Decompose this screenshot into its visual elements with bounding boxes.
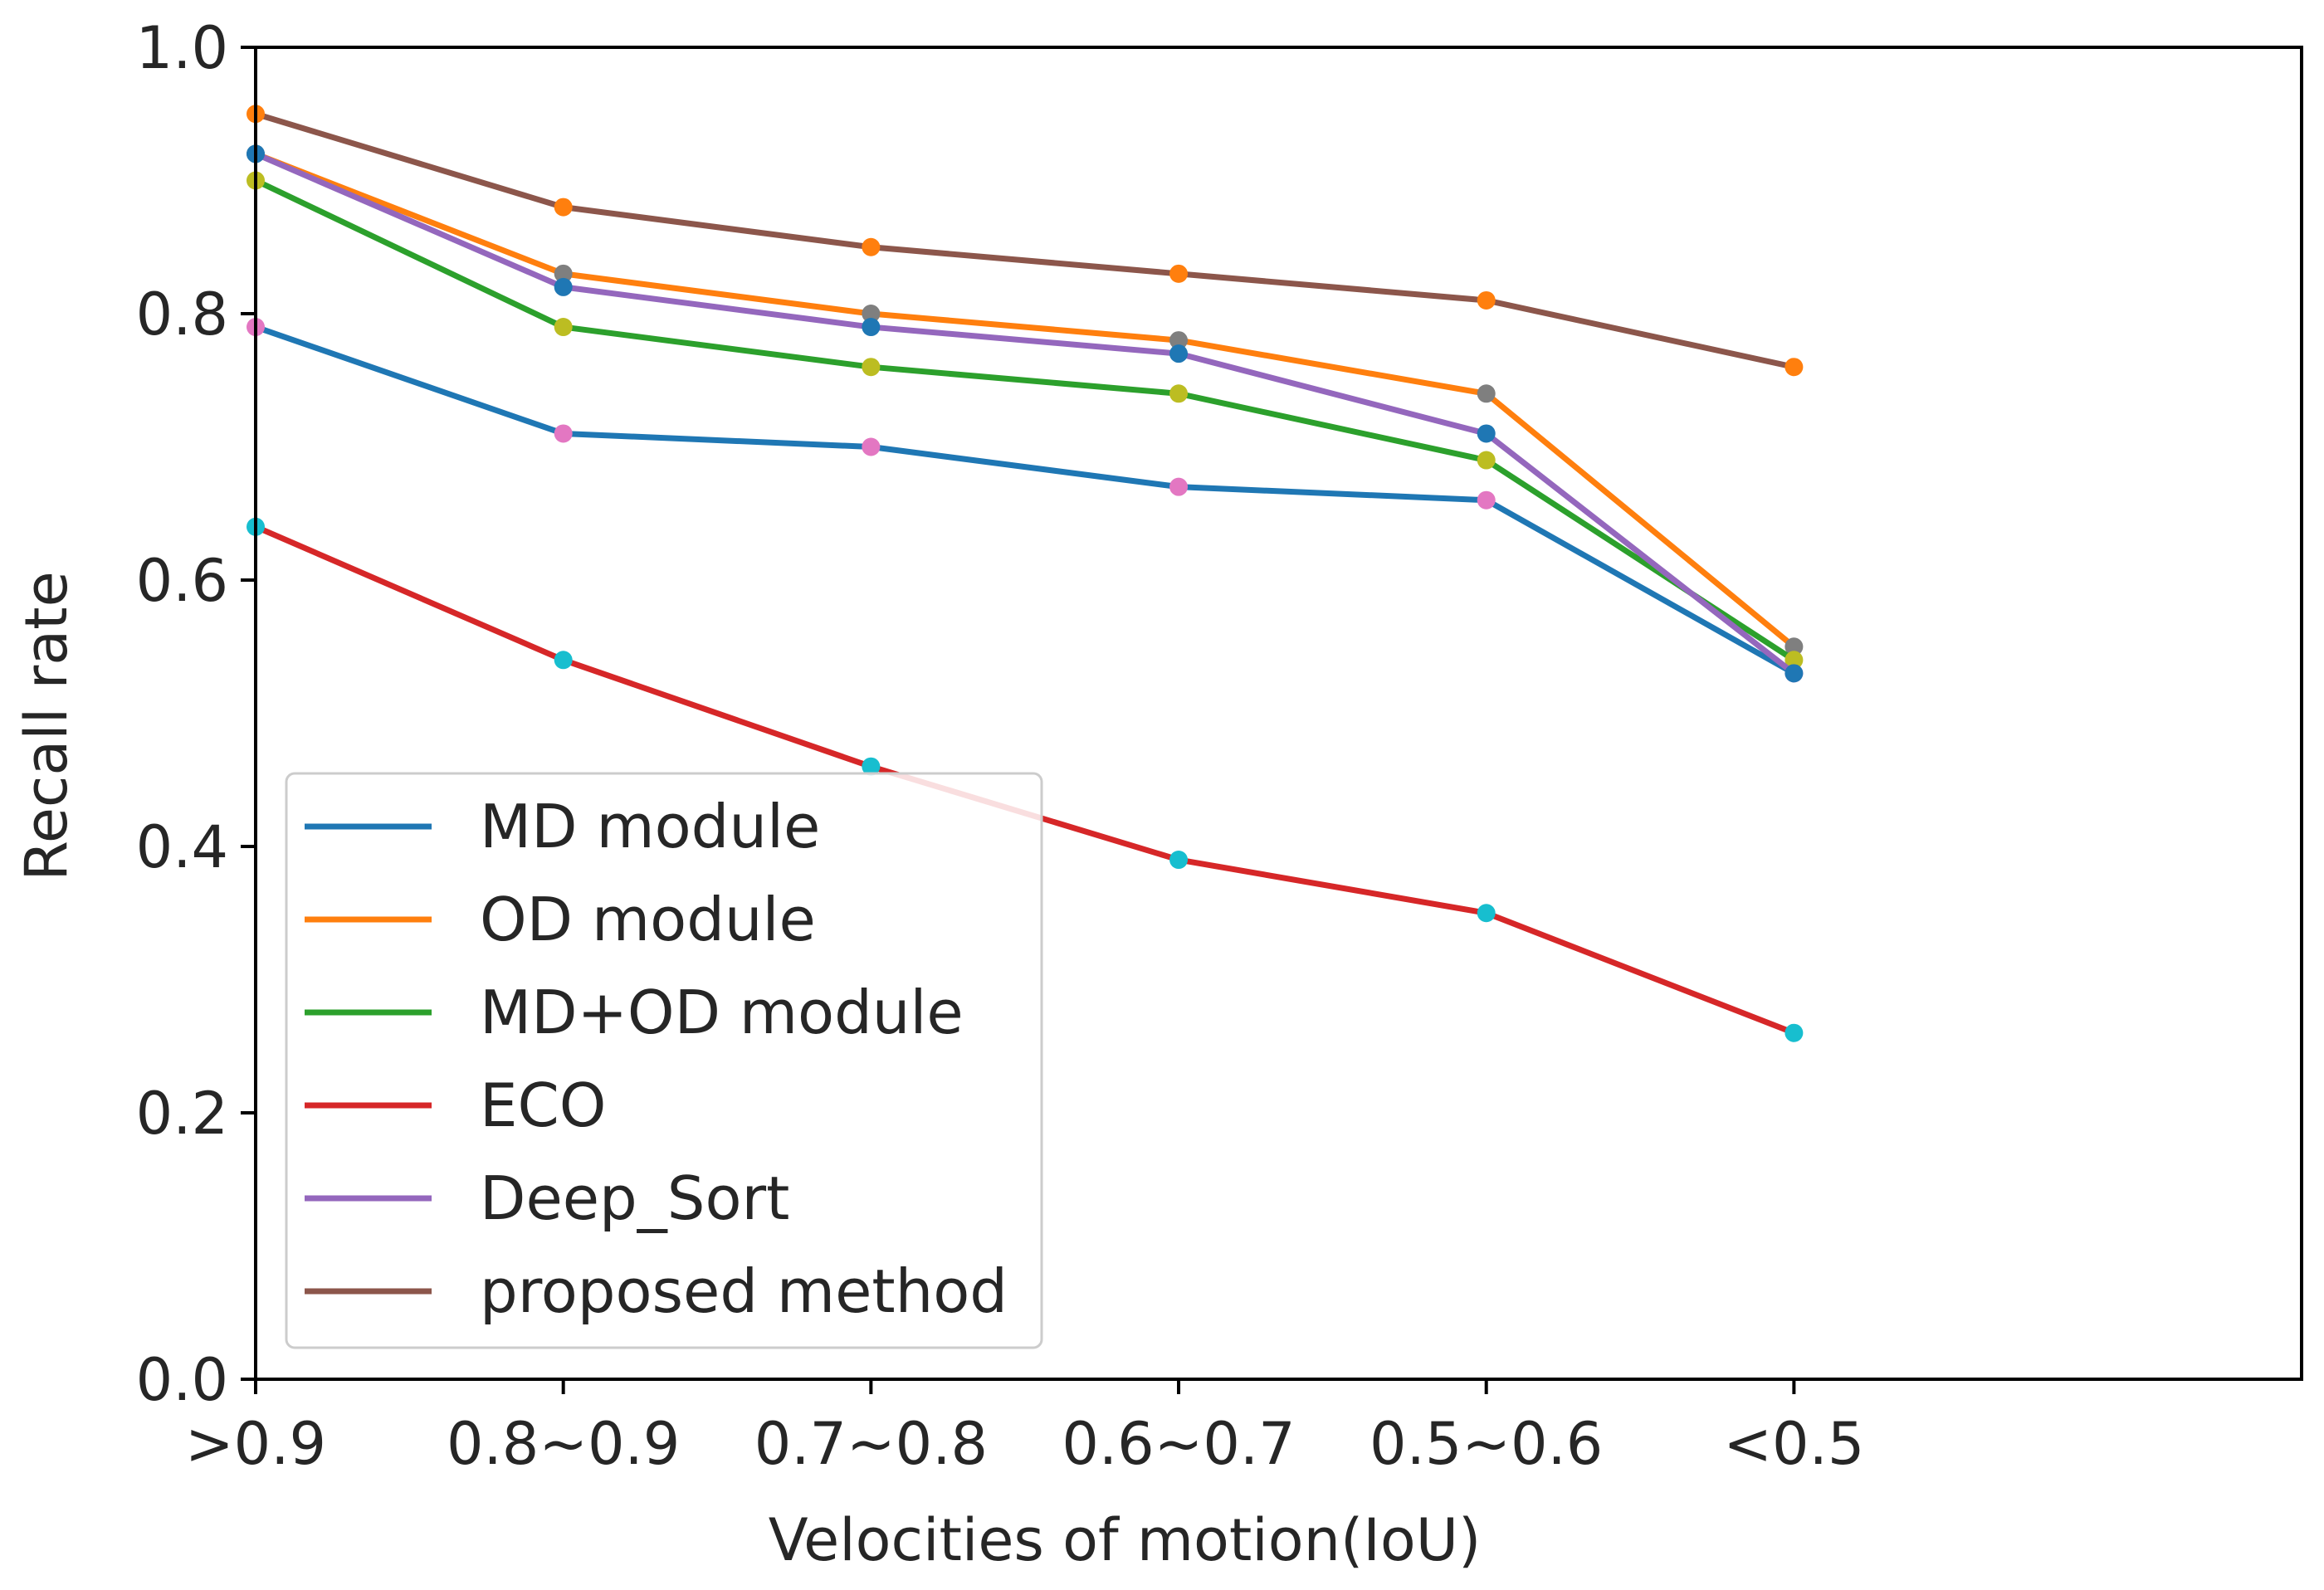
data-point-md-module-2 (862, 437, 881, 456)
data-point-md-od-module-2 (862, 358, 881, 377)
data-point-proposed-method-2 (862, 237, 881, 256)
data-point-md-od-module-4 (1477, 451, 1496, 470)
series-line-md-module (254, 324, 1796, 676)
y-tick-label: 0.0 (136, 1346, 228, 1414)
data-point-eco-2 (862, 757, 881, 776)
legend-label-eco: ECO (480, 1071, 606, 1140)
legend: MD module OD module MD+OD module ECO Deep_So… (285, 772, 1043, 1349)
series-proposed-method (247, 105, 1804, 377)
data-point-proposed-method-4 (1477, 290, 1496, 310)
x-tick-label: <0.5 (1723, 1410, 1864, 1478)
legend-label-deep-sort: Deep_Sort (480, 1163, 789, 1233)
series-line-md-od-module (254, 178, 1796, 663)
legend-label-md-od-module: MD+OD module (480, 978, 964, 1047)
data-point-proposed-method-1 (554, 198, 573, 217)
y-tick-label: 0.2 (136, 1080, 228, 1148)
data-point-od-module-4 (1477, 384, 1496, 403)
data-point-eco-4 (1477, 904, 1496, 923)
series-line-proposed-method (254, 110, 1795, 370)
data-point-od-module-1 (554, 264, 573, 283)
data-point-eco-1 (554, 651, 573, 670)
y-tick-label: 0.8 (136, 280, 228, 349)
data-point-od-module-5 (1784, 637, 1804, 656)
data-point-md-od-module-5 (1784, 651, 1804, 670)
data-point-proposed-method-3 (1169, 264, 1189, 283)
data-point-md-od-module-3 (1169, 384, 1189, 403)
data-point-deep-sort-5 (1784, 664, 1804, 683)
data-point-proposed-method-5 (1784, 358, 1804, 377)
data-point-deep-sort-2 (862, 318, 881, 337)
plot-frame (254, 46, 2303, 1381)
y-tick-label: 0.4 (136, 813, 228, 881)
data-point-md-module-4 (1477, 490, 1496, 510)
data-point-deep-sort-4 (1477, 424, 1496, 443)
x-tick-label: 0.8~0.9 (447, 1410, 680, 1478)
data-point-deep-sort-3 (1169, 344, 1189, 363)
legend-label-proposed-method: proposed method (480, 1256, 1008, 1326)
x-tick-label: >0.9 (185, 1410, 326, 1478)
legend-frame (285, 772, 1043, 1349)
data-point-deep-sort-1 (554, 277, 573, 296)
data-point-eco-3 (1169, 851, 1189, 870)
data-point-md-module-3 (1169, 477, 1189, 496)
y-tick-label: 0.6 (136, 547, 228, 615)
series-line-deep-sort (254, 151, 1796, 676)
series-line-od-module (254, 151, 1796, 649)
data-point-od-module-3 (1169, 331, 1189, 350)
series-deep-sort (247, 144, 1804, 683)
y-axis-title: Recall rate (12, 571, 81, 880)
x-tick-label: 0.7~0.8 (754, 1410, 988, 1478)
legend-label-od-module: OD module (480, 885, 816, 954)
x-axis-title: Velocities of motion(IoU) (769, 1506, 1482, 1574)
data-point-eco-5 (1784, 1023, 1804, 1042)
data-point-md-od-module-1 (554, 318, 573, 337)
legend-label-md-module: MD module (480, 792, 820, 861)
data-point-md-module-1 (554, 424, 573, 443)
x-tick-label: 0.6~0.7 (1062, 1410, 1295, 1478)
data-point-od-module-2 (862, 305, 881, 323)
axes: >0.9 0.8~0.9 0.7~0.8 0.6~0.7 0.5~0.6 <0.5 0.0 0… (136, 14, 2303, 1478)
y-tick-label: 1.0 (136, 14, 228, 82)
x-tick-label: 0.5~0.6 (1370, 1410, 1603, 1478)
